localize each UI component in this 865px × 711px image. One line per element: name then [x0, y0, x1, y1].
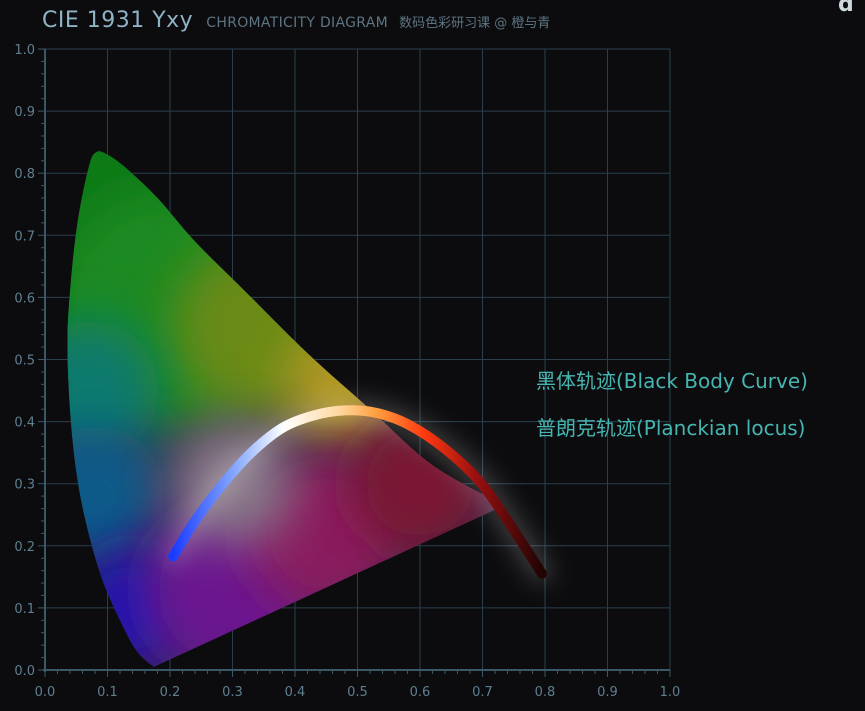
chart-subtitle: CHROMATICITY DIAGRAM: [206, 15, 388, 31]
y-tick-label: 0.8: [14, 167, 35, 182]
x-tick-label: 0.0: [35, 685, 56, 700]
y-tick-label: 0.2: [14, 540, 35, 555]
gamut-color-field: [67, 151, 490, 667]
curve-layer: [164, 401, 551, 583]
y-tick-label: 0.6: [14, 291, 35, 306]
chart-title: CIE 1931 Yxy: [42, 8, 194, 33]
y-tick-label: 0.0: [14, 664, 35, 679]
y-tick-label: 0.5: [14, 354, 35, 369]
planckian-locus-curve: [168, 405, 547, 579]
y-tick-label: 0.4: [14, 416, 35, 431]
corner-watermark: d: [838, 0, 854, 17]
axis-layer: 0.0 0.1 0.2 0.3 0.4 0.5 0.6 0.7 0.8 0.9 1.0 0.0 0.1 0…: [14, 43, 680, 700]
x-tick-label: 0.4: [285, 685, 306, 700]
gamut-color-blob: [67, 426, 165, 567]
y-tick-label: 1.0: [14, 43, 35, 58]
gamut-color-blob: [67, 320, 159, 461]
x-tick-label: 0.3: [222, 685, 243, 700]
x-tick-label: 0.9: [597, 685, 618, 700]
y-tick-label: 0.7: [14, 229, 35, 244]
x-tick-label: 0.6: [410, 685, 431, 700]
annotation-black-body-curve: 黑体轨迹(Black Body Curve): [536, 369, 808, 393]
y-tick-label: 0.3: [14, 478, 35, 493]
x-tick-label: 0.8: [535, 685, 556, 700]
x-tick-label: 1.0: [660, 685, 681, 700]
x-tick-label: 0.7: [472, 685, 493, 700]
annotation-planckian-locus: 普朗克轨迹(Planckian locus): [536, 416, 806, 440]
x-tick-label: 0.1: [97, 685, 118, 700]
y-tick-label: 0.9: [14, 105, 35, 120]
chart-title-bar: CIE 1931 Yxy CHROMATICITY DIAGRAM 数码色彩研习…: [42, 8, 550, 33]
y-tick-label: 0.1: [14, 602, 35, 617]
x-tick-label: 0.5: [347, 685, 368, 700]
chart-credit: 数码色彩研习课 @ 橙与青: [399, 16, 551, 31]
gamut-layer: [67, 151, 505, 667]
x-tick-label: 0.2: [160, 685, 181, 700]
